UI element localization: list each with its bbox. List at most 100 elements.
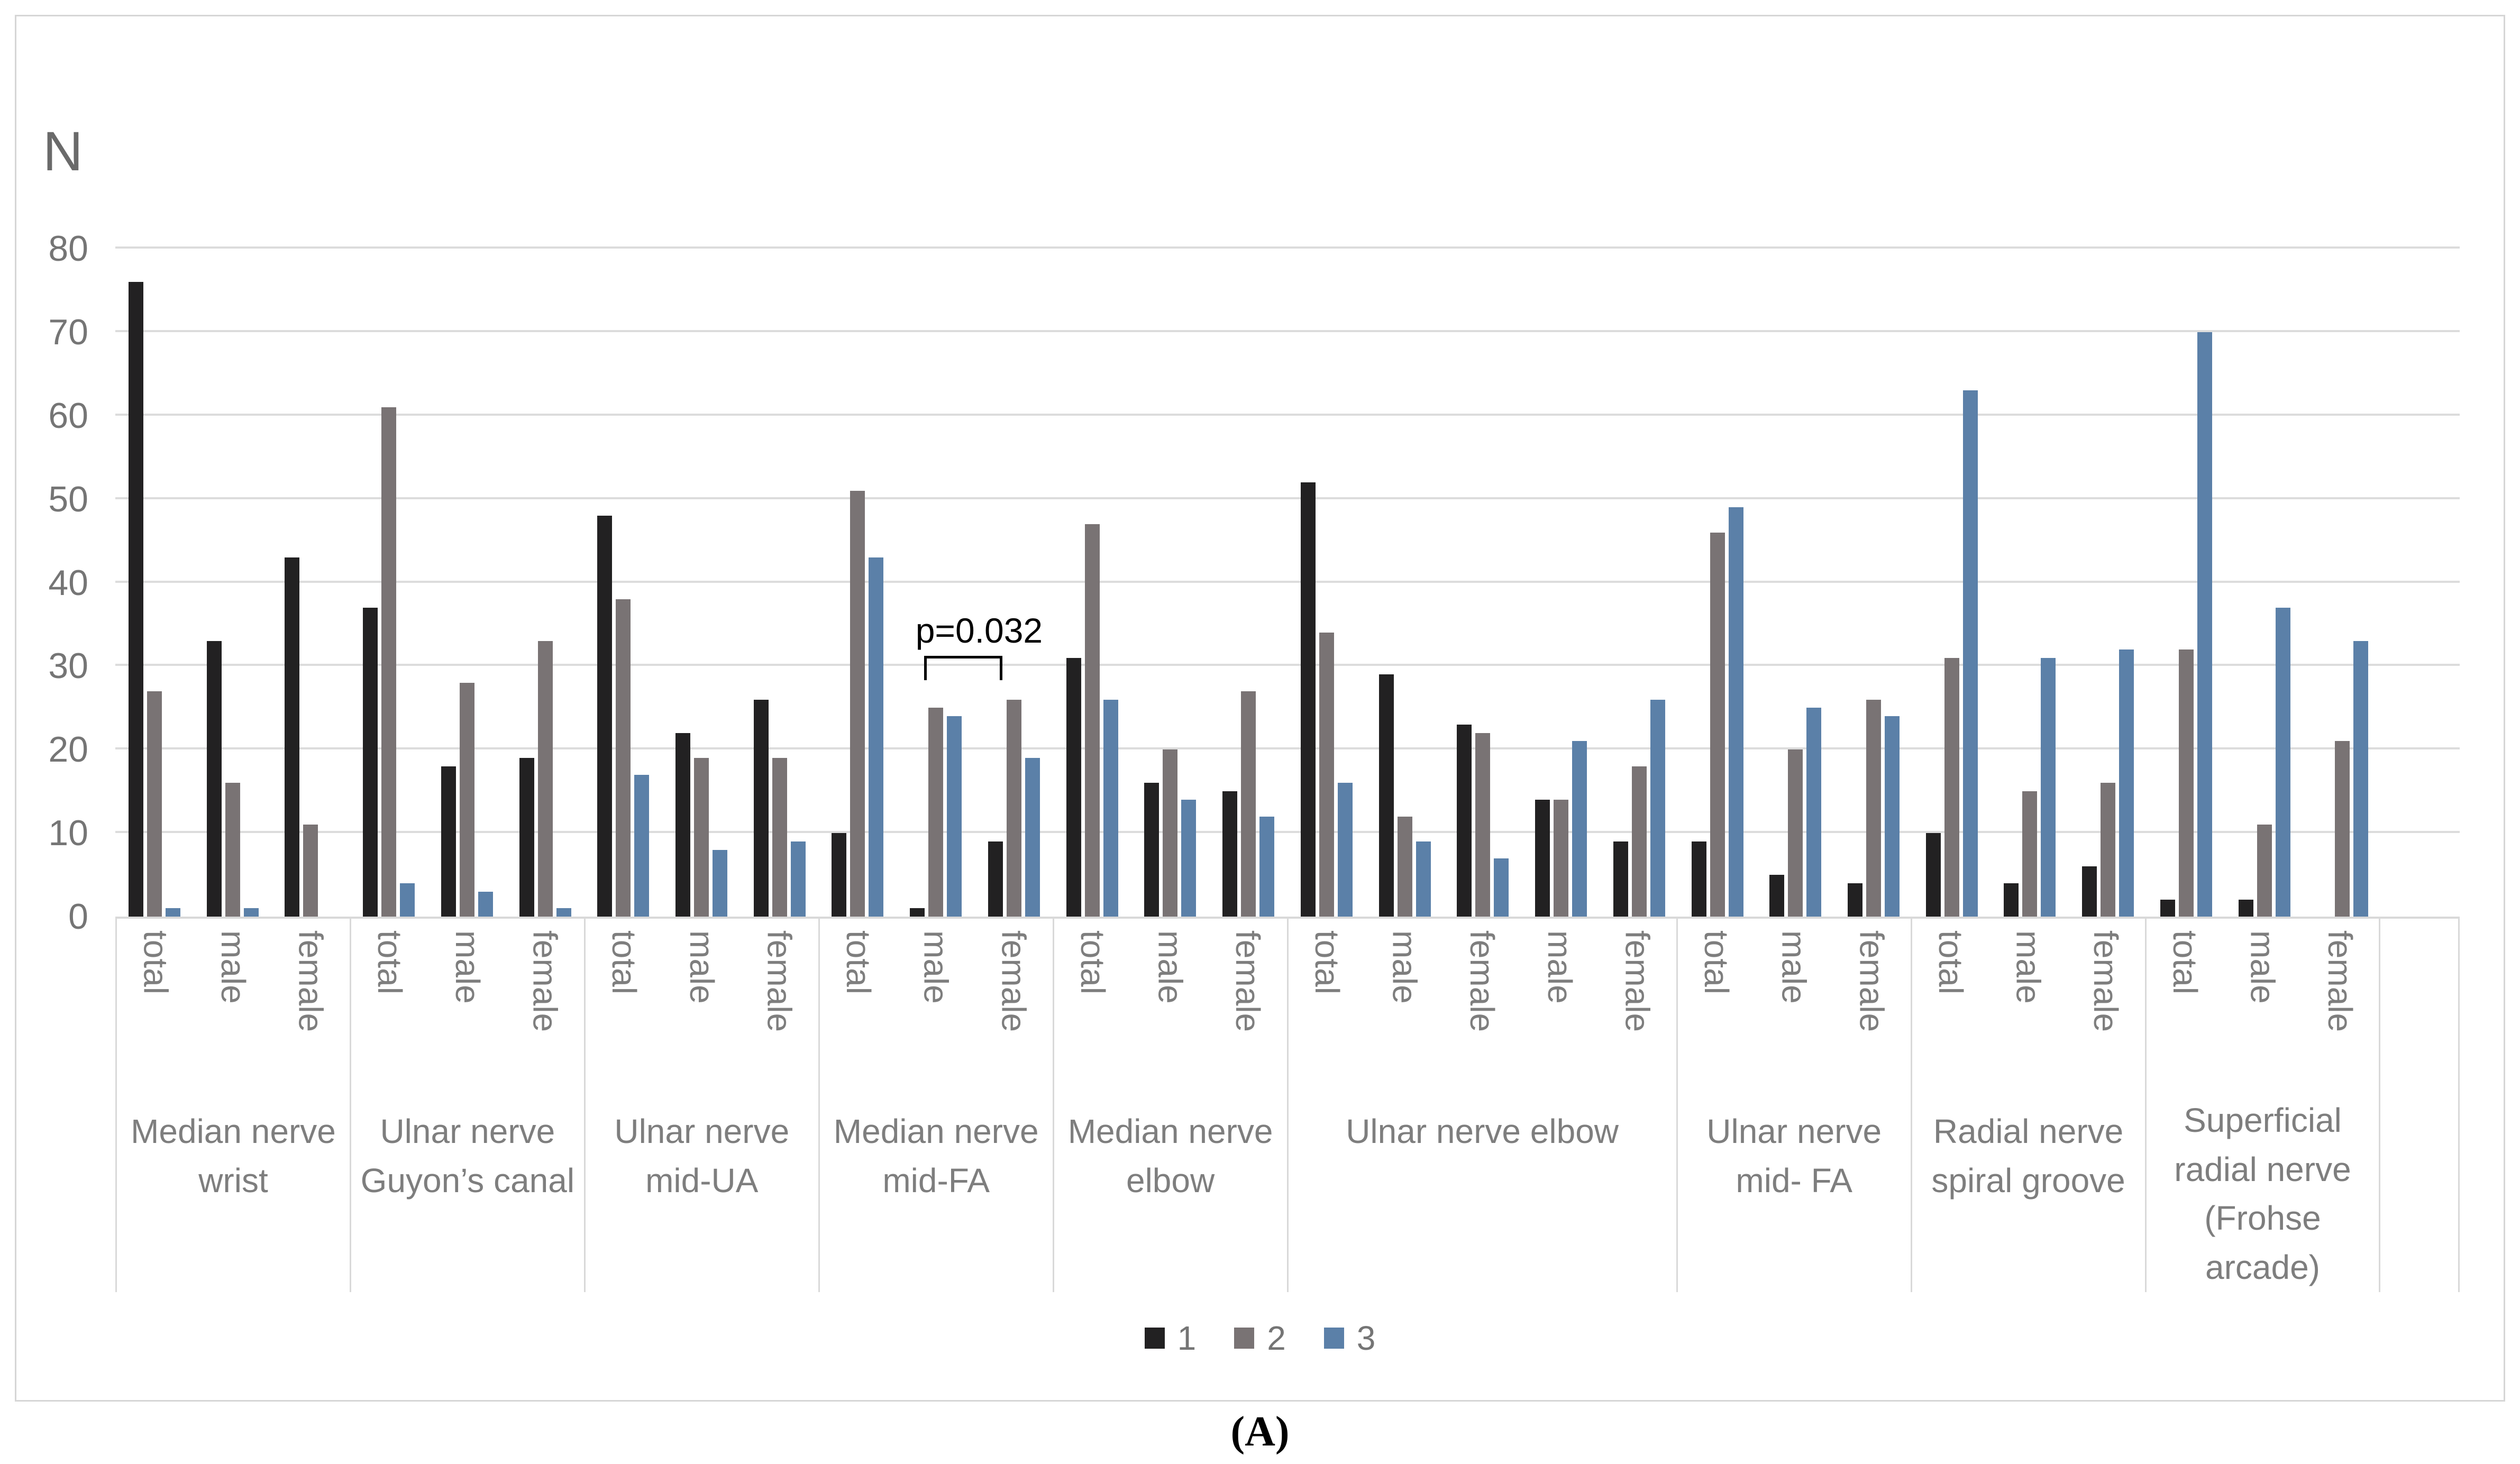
category-label-text: total bbox=[1697, 930, 1736, 994]
bar-series-2 bbox=[1944, 657, 1959, 917]
gridline bbox=[115, 831, 2460, 834]
bar-group bbox=[584, 249, 818, 917]
group-label: Median nerve mid-FA bbox=[833, 1112, 1039, 1200]
bar-series-1 bbox=[2004, 883, 2019, 917]
bar-slot bbox=[350, 249, 428, 917]
bar-series-2 bbox=[537, 641, 553, 917]
bar-slot bbox=[115, 249, 194, 917]
y-tick-label: 0 bbox=[68, 896, 88, 937]
category-label-text: total bbox=[1931, 930, 1970, 994]
bar-series-2 bbox=[1631, 766, 1647, 917]
bar-series-2 bbox=[1866, 699, 1882, 917]
category-label-row bbox=[2380, 919, 2458, 1105]
bar-series-2 bbox=[1241, 691, 1256, 917]
bar-series-3 bbox=[243, 908, 259, 917]
bar-series-1 bbox=[1769, 875, 1785, 917]
bar-series-3 bbox=[400, 883, 415, 917]
bar-series-3 bbox=[1337, 783, 1353, 917]
category-label-text: male bbox=[448, 930, 487, 1004]
category-group-cell: total male female Median nerve wrist bbox=[115, 919, 350, 1292]
group-label: Ulnar nerve mid- FA bbox=[1706, 1112, 1882, 1200]
bar-series-1 bbox=[1457, 724, 1472, 917]
group-label: Median nerve wrist bbox=[131, 1112, 336, 1200]
category-label: female bbox=[1833, 919, 1911, 1105]
category-axis: total male female Median nerve wrist total ma… bbox=[115, 917, 2460, 1292]
bar-series-1 bbox=[1535, 799, 1550, 917]
bar-series-3 bbox=[2197, 332, 2212, 917]
y-tick-label: 50 bbox=[48, 479, 88, 519]
group-label: Radial nerve spiral groove bbox=[1931, 1112, 2125, 1200]
bar-series-2 bbox=[1006, 699, 1021, 917]
category-label: male bbox=[1989, 919, 2067, 1105]
bar-series-3 bbox=[1572, 741, 1587, 917]
category-label-text: male bbox=[917, 930, 955, 1004]
bar-series-1 bbox=[441, 766, 456, 917]
bar-slot bbox=[975, 249, 1053, 917]
bar-series-2 bbox=[1475, 733, 1491, 917]
bar-series-3 bbox=[1962, 390, 1978, 917]
bar-slot bbox=[428, 249, 506, 917]
bar-series-2 bbox=[616, 599, 631, 917]
legend-item-1: 1 bbox=[1144, 1319, 1197, 1358]
bar-series-3 bbox=[634, 774, 650, 917]
category-label-row: total male female bbox=[1054, 919, 1287, 1105]
bar-series-1 bbox=[910, 908, 925, 917]
category-label: female bbox=[1444, 919, 1521, 1105]
legend-label: 1 bbox=[1177, 1319, 1197, 1357]
category-label: total bbox=[1912, 919, 1990, 1105]
bar-series-1 bbox=[519, 758, 534, 917]
category-label: male bbox=[663, 919, 741, 1105]
bar-series-2 bbox=[1554, 799, 1569, 917]
category-label: total bbox=[351, 919, 429, 1105]
bar-series-3 bbox=[1103, 699, 1118, 917]
gridline bbox=[115, 413, 2460, 416]
category-label: male bbox=[1521, 919, 1599, 1105]
bar-series-3 bbox=[165, 908, 180, 917]
category-label: male bbox=[1366, 919, 1444, 1105]
gridline bbox=[115, 664, 2460, 666]
y-tick-label: 10 bbox=[48, 813, 88, 854]
bar-series-2 bbox=[2335, 741, 2350, 917]
category-label: male bbox=[429, 919, 507, 1105]
category-label-row: total male female bbox=[820, 919, 1053, 1105]
category-label-text: total bbox=[1308, 930, 1346, 994]
bar-series-1 bbox=[597, 516, 613, 917]
category-label-row: total male female male female bbox=[1289, 919, 1676, 1105]
bar-series-3 bbox=[478, 891, 493, 917]
bar-slot bbox=[1131, 249, 1210, 917]
bar-group bbox=[1288, 249, 1678, 917]
bar-series-3 bbox=[1806, 708, 1822, 917]
bar-series-1 bbox=[1300, 482, 1316, 917]
category-label-row: total male female bbox=[1678, 919, 1911, 1105]
category-label-text: male bbox=[1775, 930, 1813, 1004]
bar-slot bbox=[271, 249, 350, 917]
bar-series-1 bbox=[1378, 674, 1394, 917]
bar-series-1 bbox=[1144, 783, 1159, 917]
group-label: Ulnar nerve elbow bbox=[1346, 1112, 1619, 1150]
bar-slot bbox=[1600, 249, 1678, 917]
bar-series-1 bbox=[988, 841, 1003, 917]
bar-series-2 bbox=[1319, 633, 1334, 917]
category-group-cell: total male female Ulnar nerve mid-UA bbox=[583, 919, 818, 1292]
bar-slot-empty bbox=[2381, 249, 2460, 917]
bar-series-3 bbox=[713, 849, 727, 917]
group-label: Median nerve elbow bbox=[1067, 1112, 1273, 1200]
category-label: total bbox=[1054, 919, 1132, 1105]
bar-series-1 bbox=[206, 641, 222, 917]
bar-series-3 bbox=[1728, 507, 1743, 917]
category-label-text: male bbox=[214, 930, 252, 1004]
y-tick-label: 30 bbox=[48, 646, 88, 687]
category-label-row: total male female bbox=[2147, 919, 2379, 1094]
bar-series-3 bbox=[790, 841, 806, 917]
bar-group bbox=[1913, 249, 2147, 917]
legend-item-2: 2 bbox=[1234, 1319, 1286, 1358]
gridlines bbox=[115, 246, 2460, 917]
bar-group bbox=[115, 249, 350, 917]
bar-series-2 bbox=[225, 783, 240, 917]
bar-series-1 bbox=[2082, 866, 2097, 917]
category-label: female bbox=[2067, 919, 2145, 1105]
legend: 1 2 3 bbox=[16, 1319, 2504, 1358]
bar-series-2 bbox=[303, 825, 318, 917]
category-label-text: total bbox=[136, 930, 175, 994]
gridline bbox=[115, 747, 2460, 750]
